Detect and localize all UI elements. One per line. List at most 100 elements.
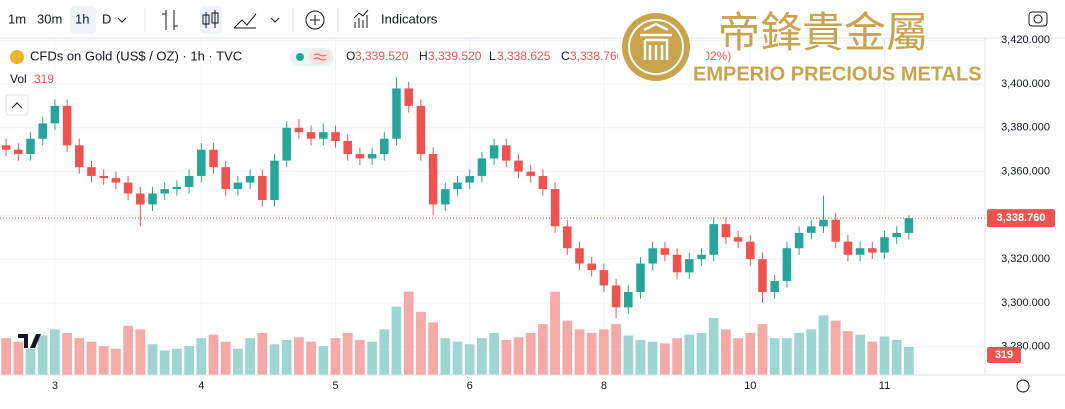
y-tick-label: 3,360.000 — [1001, 165, 1050, 177]
candle-body — [733, 237, 743, 242]
candle-body — [258, 175, 267, 201]
volume-bar — [562, 320, 573, 375]
volume-bar — [318, 346, 329, 375]
indicators-icon[interactable] — [353, 9, 369, 28]
volume-bar — [586, 332, 597, 375]
interval-button[interactable]: 30m — [37, 11, 62, 26]
y-tick-label: 3,320.000 — [1001, 253, 1050, 265]
legend: CFDs on Gold (US$ / OZ) · 1h · TVC O 3,3… — [5, 48, 731, 116]
volume-bar — [98, 346, 109, 375]
change-value: .02%) — [700, 49, 731, 63]
volume-bar — [111, 348, 121, 375]
volume-bar — [25, 348, 36, 375]
candle-body — [477, 158, 487, 176]
symbol-name[interactable]: CFDs on Gold (US$ / OZ) · 1h · TVC — [30, 48, 242, 63]
toolbar: 1m 30m 1h D Indicators — [0, 6, 1065, 39]
x-tick-label: 8 — [601, 380, 607, 392]
candle-body — [514, 160, 523, 172]
candle-body — [855, 248, 865, 255]
candle-body — [416, 105, 426, 155]
candle-body — [819, 219, 828, 227]
volume-bar — [306, 341, 316, 375]
candle-body — [660, 248, 670, 255]
candle-body — [428, 154, 438, 205]
interval-button[interactable]: D — [102, 11, 111, 26]
candle-body — [245, 175, 255, 183]
volume-bar — [599, 329, 609, 375]
y-tick-label: 3,420.000 — [1001, 34, 1050, 46]
volume-bar — [123, 325, 133, 375]
volume-bar — [635, 339, 646, 375]
camera-lens — [1033, 14, 1043, 24]
volume-bar — [50, 329, 60, 375]
volume-bar — [208, 334, 219, 375]
volume-bar — [367, 341, 377, 375]
candle-body — [587, 263, 596, 271]
ohlc-value: 3,339.520 — [355, 49, 409, 63]
dropdown-icon[interactable] — [117, 17, 127, 23]
volume-bar — [452, 341, 463, 375]
volume-bar — [611, 324, 621, 375]
volume-bar — [794, 332, 804, 375]
candle-body — [575, 248, 584, 264]
candle-body — [209, 149, 218, 168]
volume-bar — [782, 338, 792, 375]
candle-body — [62, 105, 72, 146]
settings-icon[interactable] — [1016, 379, 1030, 393]
interval-button[interactable]: 1m — [8, 11, 26, 26]
tv-logo[interactable] — [18, 334, 41, 348]
last-volume-box — [987, 347, 1021, 364]
candle-body — [306, 132, 316, 139]
candle-body — [453, 182, 462, 190]
area-icon[interactable] — [233, 13, 257, 29]
volume-bar — [489, 332, 499, 375]
bar-chart-icon[interactable] — [162, 10, 178, 30]
ohlc-label: O — [346, 49, 355, 63]
volume-label: Vol — [10, 72, 27, 86]
x-tick-label: 3 — [52, 380, 58, 392]
indicators-button[interactable]: Indicators — [381, 11, 438, 26]
last-volume-label: 319 — [995, 349, 1013, 361]
logo: 帝鋒貴金屬 EMPERIO PRECIOUS METALS — [618, 9, 982, 85]
candle-body — [148, 193, 157, 205]
volume-bar — [891, 339, 902, 375]
volume-bar — [416, 311, 426, 375]
dropdown-icon[interactable] — [270, 17, 280, 23]
candle-body — [75, 145, 84, 168]
candle-body — [746, 241, 755, 260]
candle-body — [294, 127, 304, 133]
volume-bar — [830, 320, 841, 375]
volume-bar — [257, 332, 268, 375]
volume-bar — [62, 332, 72, 375]
candle-body — [563, 226, 572, 249]
logo-ring — [628, 19, 684, 75]
candle-body — [367, 154, 377, 159]
volume-bar — [818, 315, 829, 375]
volume-bar — [403, 291, 414, 375]
volume-bar — [550, 291, 560, 375]
volume-bar — [269, 344, 280, 375]
candle-icon[interactable] — [202, 10, 219, 28]
add-icon[interactable] — [305, 10, 325, 30]
volume-bar — [245, 338, 255, 375]
volume-bar — [745, 332, 756, 375]
candle-body — [160, 189, 169, 194]
collapse-button[interactable] — [5, 94, 29, 116]
camera-icon[interactable] — [1028, 11, 1048, 27]
candle-body — [319, 132, 328, 139]
logo-chinese: 帝鋒貴金屬 — [718, 9, 928, 56]
candle-body — [331, 132, 340, 141]
candle-body — [709, 224, 718, 255]
ohlc-label: L — [489, 49, 496, 63]
candle-body — [880, 237, 889, 253]
candle-body — [685, 259, 694, 273]
active-interval-bg — [70, 6, 96, 34]
candle-body — [282, 127, 291, 161]
interval-button[interactable]: 1h — [75, 11, 89, 26]
volume-bar — [501, 339, 512, 375]
candle-body — [599, 270, 609, 286]
candle-body — [184, 175, 194, 187]
volume-bar — [294, 337, 304, 375]
candle-body — [526, 171, 535, 176]
ohlc-label: C — [561, 49, 570, 63]
